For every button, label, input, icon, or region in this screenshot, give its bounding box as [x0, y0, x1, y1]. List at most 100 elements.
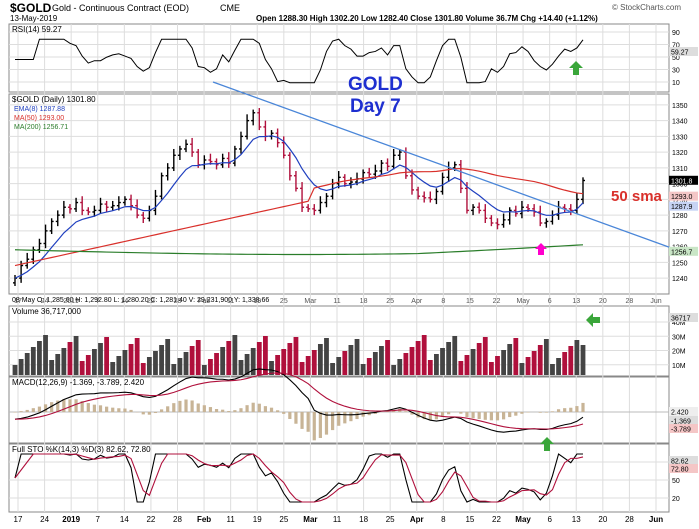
- volume-bar: [360, 364, 366, 375]
- macd-hist-bar: [410, 412, 414, 415]
- price-bar: [513, 205, 518, 217]
- price-bar: [306, 204, 311, 212]
- x-tick-label: 22: [146, 515, 155, 524]
- volume-bar: [287, 343, 293, 375]
- annotation-gold: GOLD: [348, 74, 403, 95]
- x-tick-label: 11: [333, 515, 342, 524]
- price-bar: [440, 172, 445, 195]
- price-bar: [129, 194, 134, 211]
- volume-bar: [263, 336, 268, 375]
- x-tick-label: 18: [359, 515, 368, 524]
- price-bar: [13, 274, 17, 286]
- x-tick-label: 22: [492, 515, 501, 524]
- volume-bar: [397, 359, 403, 375]
- macd-hist-bar: [300, 412, 304, 429]
- x-tick-label: 8: [441, 515, 446, 524]
- volume-bar: [446, 342, 452, 375]
- price-bar: [458, 160, 463, 194]
- volume-bar: [67, 342, 73, 375]
- price-bar: [495, 218, 500, 230]
- ma200-line: [14, 244, 584, 256]
- volume-bar: [104, 337, 110, 375]
- x-tick-label: 28: [173, 515, 182, 524]
- volume-bar: [342, 351, 348, 375]
- volume-bar: [140, 363, 146, 375]
- volume-bar: [177, 358, 183, 375]
- tag-rsi-bg: [669, 47, 698, 56]
- watermark: © StockCharts.com: [612, 3, 681, 12]
- price-bar: [562, 204, 567, 212]
- price-bar: [538, 205, 543, 227]
- macd-hist-bar: [86, 403, 90, 412]
- volume-bar: [49, 360, 55, 375]
- price-bar: [281, 136, 286, 159]
- macd-hist-bar: [19, 411, 23, 412]
- macd-hist-bar: [80, 401, 84, 412]
- x-tick-label-price: 13: [572, 298, 580, 305]
- sto-label: Full STO %K(14,3) %D(3) 82.62, 72.80: [12, 445, 151, 454]
- volume-bar: [366, 358, 372, 375]
- volume-bar: [238, 360, 244, 375]
- volume-bar: [183, 352, 189, 375]
- tag-ma200-bg: [669, 246, 698, 256]
- volume-bar: [85, 355, 91, 375]
- macd-hist-bar: [355, 412, 359, 420]
- volume-bar: [61, 348, 67, 375]
- volume-bar: [531, 351, 537, 375]
- price-bar: [208, 153, 213, 165]
- macd-line: [14, 368, 584, 433]
- volume-bar: [372, 352, 378, 375]
- volume-bar: [153, 351, 158, 375]
- volume-bar: [55, 354, 61, 375]
- price-bar: [507, 207, 512, 225]
- macd-hist-bar: [166, 406, 170, 412]
- macd-hist-bar: [227, 411, 231, 412]
- macd-hist-bar: [153, 412, 158, 414]
- price-bar: [263, 120, 268, 142]
- magenta-arrow-icon: [535, 243, 547, 255]
- x-tick-label-price: 22: [147, 298, 155, 305]
- x-tick-label-price: 14: [120, 298, 128, 305]
- volume-bar: [37, 341, 42, 375]
- volume-bar: [330, 363, 335, 375]
- sto-d-line: [14, 453, 584, 503]
- price-bar: [202, 155, 207, 170]
- volume-bar: [98, 343, 103, 375]
- tag-close: 1301.8: [671, 178, 693, 185]
- macd-hist-bar: [288, 412, 292, 419]
- macd-hist-bar: [178, 400, 182, 412]
- macd-hist-bar: [312, 412, 316, 441]
- price-bar: [397, 148, 402, 160]
- x-tick-label-price: 28: [626, 298, 634, 305]
- volume-bar: [488, 362, 494, 375]
- volume-bar: [220, 347, 226, 375]
- price-bar: [409, 169, 414, 195]
- price-bar: [348, 177, 353, 189]
- tag-ema8-bg: [669, 201, 698, 211]
- macd-hist-bar: [276, 410, 280, 412]
- macd-hist-bar: [202, 405, 206, 412]
- macd-hist-bar: [123, 408, 127, 412]
- price-bar: [165, 163, 170, 181]
- macd-hist-bar: [483, 412, 487, 420]
- ema8-line: [14, 135, 584, 279]
- x-tick-label: Jun: [649, 515, 663, 524]
- rsi-tick-label: 90: [672, 30, 680, 37]
- volume-label: Volume 36,717,000: [12, 307, 81, 316]
- macd-hist-bar: [471, 412, 475, 419]
- tag-macd-signal-bg: [669, 424, 698, 433]
- volume-bar: [79, 361, 85, 375]
- x-axis: 171724242019201977141422222828FebFeb1111…: [14, 30, 688, 524]
- macd-hist-bar: [190, 400, 194, 412]
- rsi-tick-label: 30: [672, 68, 680, 75]
- price-bar: [489, 215, 494, 227]
- volume-tick-label: 20M: [672, 349, 686, 356]
- description-label: Gold - Continuous Contract (EOD): [52, 3, 189, 13]
- price-bar: [477, 202, 482, 214]
- price-tick-label: 1320: [672, 150, 688, 157]
- volume-bar: [409, 347, 415, 375]
- price-bar: [434, 188, 439, 205]
- volume-bar: [354, 339, 360, 375]
- volume-bar: [482, 337, 488, 375]
